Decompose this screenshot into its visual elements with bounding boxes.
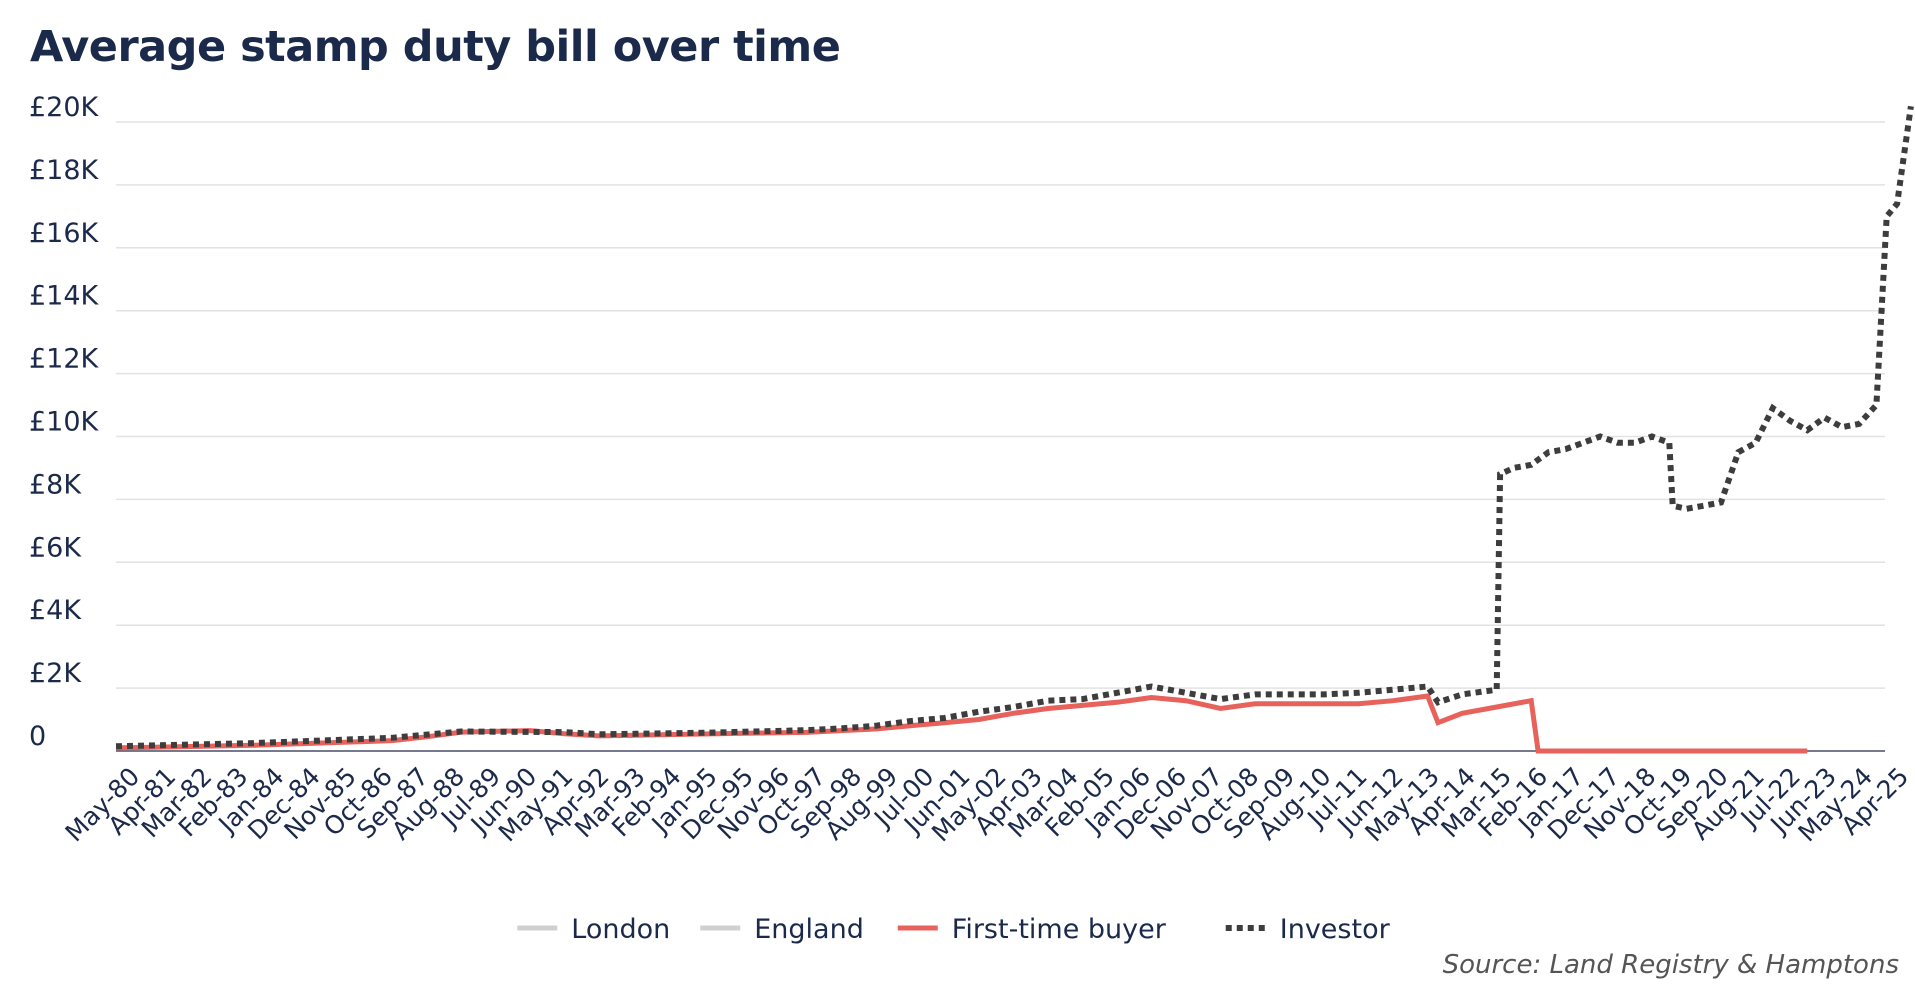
y-tick-label: £6K	[29, 532, 82, 563]
legend-label: Investor	[1280, 914, 1391, 945]
gridlines	[116, 121, 1885, 752]
source-note: Source: Land Registry & Hamptons	[1442, 950, 1899, 980]
legend-item-england: England	[700, 914, 864, 945]
chart-title: Average stamp duty bill over time	[30, 22, 841, 72]
y-tick-label: £4K	[29, 595, 82, 626]
series-lines	[115, 105, 1914, 754]
y-tick-label: £16K	[29, 218, 100, 249]
legend-label: First-time buyer	[952, 914, 1167, 945]
y-tick-label: £10K	[29, 407, 100, 438]
legend: London England First-time buyer Investor	[517, 914, 1391, 945]
y-tick-label: 0	[29, 721, 46, 752]
legend-item-investor: Investor	[1225, 914, 1391, 945]
legend-label: London	[571, 914, 670, 945]
legend-item-first-time-buyer: First-time buyer	[897, 914, 1167, 945]
y-tick-label: £2K	[29, 658, 82, 689]
y-tick-label: £18K	[29, 155, 100, 186]
y-tick-label: £20K	[29, 92, 100, 123]
y-tick-label: £8K	[29, 469, 82, 500]
series-line-investor	[115, 105, 1914, 750]
y-tick-label: £14K	[29, 281, 100, 312]
legend-item-london: London	[517, 914, 670, 945]
x-axis-tick-labels: May-80Apr-81Mar-82Feb-83Jan-84Dec-84Nov-…	[60, 762, 1915, 848]
y-tick-label: £12K	[29, 344, 100, 375]
y-axis-tick-labels: 0 £2K £4K £6K £8K £10K £12K £14K £16K £18K £20K	[29, 92, 100, 752]
series-line-first-time-buyer	[115, 693, 1808, 754]
legend-label: England	[754, 914, 864, 945]
